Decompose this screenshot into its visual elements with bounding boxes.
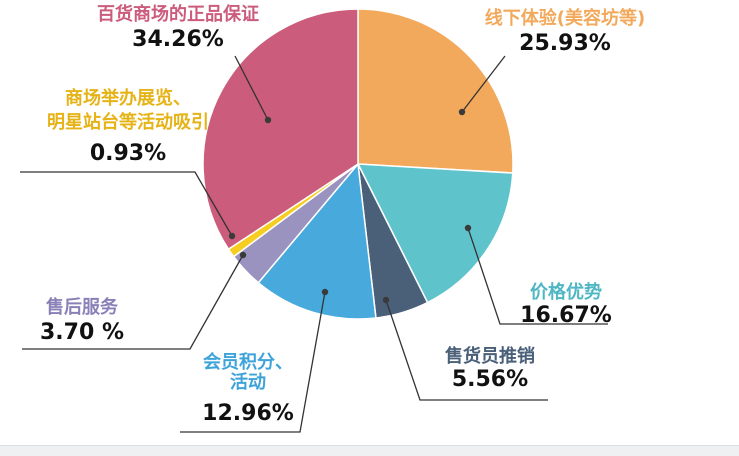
pie-slice	[356, 163, 514, 304]
slice-label: 会员积分、	[203, 351, 293, 373]
leader-dot	[464, 224, 472, 232]
slice-value-label: 3.70 %	[40, 320, 124, 345]
slice-label: 活动	[230, 371, 266, 393]
leader-dot	[458, 108, 466, 116]
pie-slice	[357, 8, 514, 174]
pie-slice	[257, 162, 377, 320]
slice-label: 价格优势	[530, 281, 602, 303]
slice-value-label: 16.67%	[520, 303, 612, 328]
leader-line	[234, 55, 269, 121]
slice-value-label: 34.26%	[132, 27, 224, 52]
slice-value-label: 5.56%	[452, 367, 528, 392]
leader-dot	[321, 288, 329, 296]
bottom-strip	[0, 445, 739, 456]
leader-line	[385, 299, 548, 401]
slice-label: 明星站台等活动吸引	[47, 111, 209, 133]
leader-line	[20, 171, 233, 237]
leader-line	[180, 291, 326, 433]
slice-label: 商场举办展览、	[65, 87, 191, 109]
leader-line	[467, 227, 608, 325]
leader-dot	[382, 296, 390, 304]
leader-line	[22, 254, 244, 350]
slice-label: 线下体验(美容坊等)	[485, 7, 645, 29]
leader-dot	[239, 251, 247, 259]
leader-line	[461, 55, 506, 113]
slice-label: 售后服务	[46, 296, 119, 318]
slice-value-label: 0.93%	[90, 141, 166, 166]
slice-value-label: 25.93%	[519, 31, 611, 56]
leader-dot	[228, 232, 236, 240]
leader-dot	[264, 116, 272, 124]
slice-label: 百货商场的正品保证	[97, 3, 259, 25]
slice-value-label: 12.96%	[202, 401, 294, 426]
slice-label: 售货员推销	[445, 345, 535, 367]
